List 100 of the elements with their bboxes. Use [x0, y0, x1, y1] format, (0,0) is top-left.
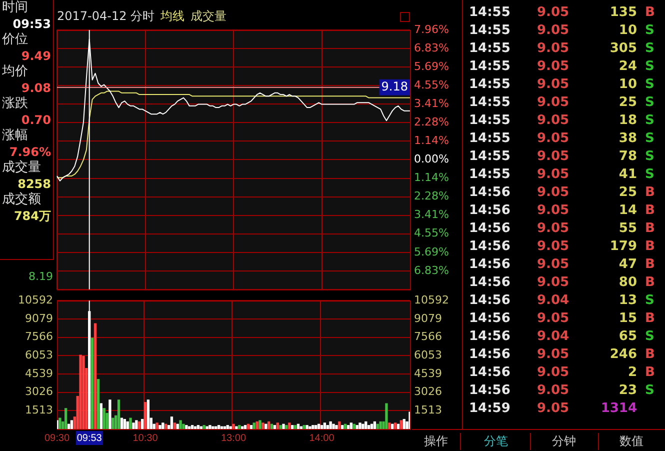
- data-label: 9.05: [537, 346, 570, 364]
- data-label: 24: [618, 58, 637, 76]
- data-label: 9.05: [537, 130, 570, 148]
- data-label: 135: [608, 4, 637, 22]
- category-label: 14:56: [469, 292, 510, 310]
- text: B: [645, 346, 655, 364]
- text: 涨幅: [1, 128, 29, 144]
- data-label: 9.05: [537, 76, 570, 94]
- y-tick-label: 0.00%: [414, 152, 449, 166]
- text: 分钟: [530, 433, 599, 450]
- y-tick-label: 4.55%: [414, 226, 449, 240]
- text: 成交量: [190, 9, 227, 23]
- y-tick-label: 2.28%: [414, 115, 449, 128]
- data-label: 9.05: [537, 310, 570, 328]
- y-tick-label: 5.69%: [414, 245, 449, 258]
- text: 9.08: [20, 80, 52, 96]
- data-label: 9.05: [537, 220, 570, 238]
- category-label: 14:55: [469, 166, 510, 184]
- data-label: 9.05: [537, 256, 570, 274]
- text: 8.19: [28, 270, 53, 283]
- data-label: 14: [618, 202, 637, 220]
- y-tick-label: 1.14%: [414, 134, 449, 147]
- data-label: 65: [618, 328, 637, 346]
- y-tick-label: 6053: [25, 348, 53, 362]
- text: 均线: [160, 9, 185, 23]
- data-label: 55: [618, 220, 637, 238]
- data-label: 25: [618, 184, 637, 202]
- text: S: [645, 382, 654, 400]
- data-label: 38: [618, 130, 637, 148]
- data-label: 179: [608, 238, 637, 256]
- text: 分笔: [462, 433, 531, 450]
- text: B: [645, 256, 655, 274]
- data-label: 9.05: [537, 40, 570, 58]
- data-label: 9.05: [537, 400, 570, 418]
- category-label: 14:56: [469, 238, 510, 256]
- text: S: [645, 130, 654, 148]
- category-label: 14:55: [469, 148, 510, 166]
- y-tick-label: 4539: [25, 366, 53, 380]
- text: 8258: [16, 176, 52, 192]
- y-tick-label: 3.41%: [414, 208, 449, 222]
- data-label: 9.04: [537, 292, 570, 310]
- category-label: 14:55: [469, 58, 510, 76]
- text: S: [645, 148, 654, 166]
- text: S: [645, 166, 654, 184]
- data-label: 23: [618, 382, 637, 400]
- data-label: 1314: [600, 400, 637, 418]
- data-label: 9.05: [537, 112, 570, 130]
- x-tick-label: 13:00: [220, 432, 246, 444]
- y-tick-label: 9079: [25, 312, 53, 325]
- x-tick-label: 10:30: [132, 432, 158, 444]
- text: 时间: [1, 0, 29, 16]
- text: 涨跌: [1, 96, 29, 112]
- text: B: [645, 220, 655, 238]
- category-label: 14:56: [469, 310, 510, 328]
- data-label: 47: [618, 256, 637, 274]
- data-label: 9.05: [537, 22, 570, 40]
- text: 9.49: [20, 48, 52, 64]
- category-label: 14:56: [469, 346, 510, 364]
- category-label: 14:56: [469, 382, 510, 400]
- category-label: 14:55: [469, 40, 510, 58]
- data-label: 41: [618, 166, 637, 184]
- text: 0.70: [20, 112, 52, 128]
- y-tick-label: 10592: [18, 293, 53, 306]
- category-label: 14:56: [469, 274, 510, 292]
- y-tick-label: 6.83%: [414, 41, 449, 54]
- data-label: 9.05: [537, 4, 570, 22]
- data-label: 10: [618, 76, 637, 94]
- data-label: 80: [618, 274, 637, 292]
- text: 均价: [1, 64, 29, 80]
- data-label: 9.05: [537, 364, 570, 382]
- category-label: 14:56: [469, 364, 510, 382]
- category-label: 14:55: [469, 130, 510, 148]
- text: 成交额: [1, 192, 42, 208]
- y-tick-label: 1.14%: [414, 171, 449, 184]
- data-label: 9.05: [537, 382, 570, 400]
- category-label: 14:56: [469, 202, 510, 220]
- annotation: 9.18: [381, 79, 408, 94]
- data-label: 9.05: [537, 202, 570, 220]
- text: 操作: [412, 433, 461, 450]
- y-tick-label: 3026: [25, 385, 53, 398]
- text: S: [645, 112, 654, 130]
- category-label: 14:59: [469, 400, 510, 418]
- y-tick-label: 2.28%: [414, 190, 449, 203]
- y-tick-label: 5.69%: [414, 60, 449, 73]
- category-label: 14:55: [469, 22, 510, 40]
- text: S: [645, 292, 654, 310]
- text: S: [645, 94, 654, 112]
- text: B: [645, 4, 655, 22]
- text: B: [645, 274, 655, 292]
- category-label: 14:55: [469, 4, 510, 22]
- text: S: [645, 328, 654, 346]
- data-label: 9.05: [537, 274, 570, 292]
- data-label: 305: [608, 40, 637, 58]
- text: B: [645, 238, 655, 256]
- x-tick-label: 09:53: [76, 432, 102, 444]
- data-label: 9.05: [537, 166, 570, 184]
- text: 价位: [1, 32, 29, 48]
- text: 784万: [12, 208, 52, 224]
- data-label: 9.05: [537, 238, 570, 256]
- data-label: 13: [618, 292, 637, 310]
